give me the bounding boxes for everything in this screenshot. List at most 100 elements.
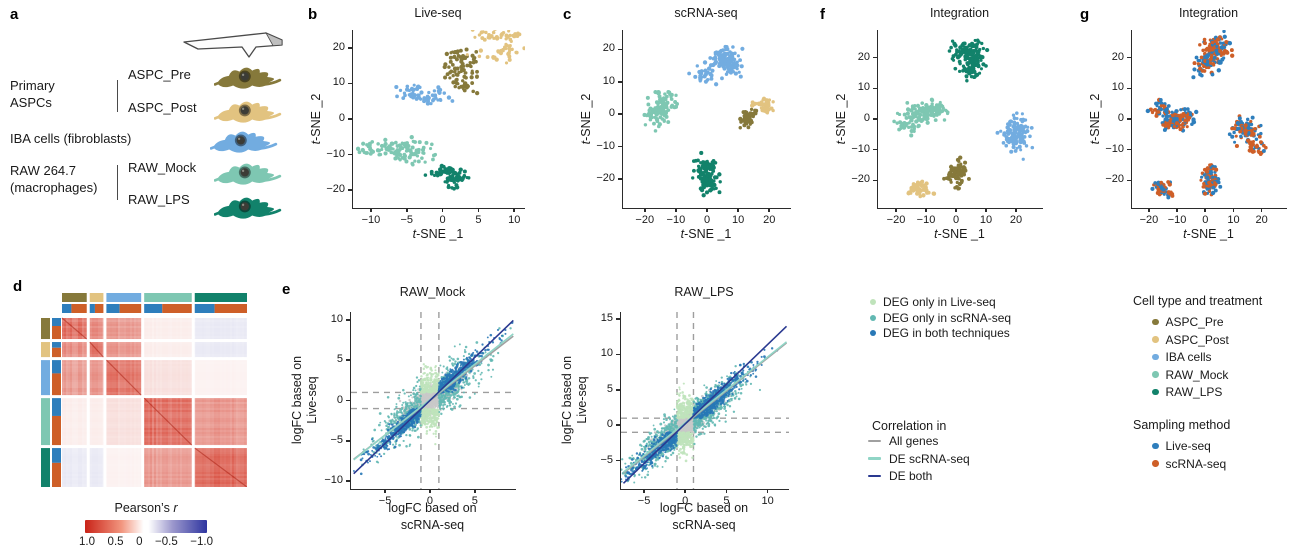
x-tick-mark xyxy=(985,208,987,212)
colorbar-title: Pearson’s r xyxy=(114,501,178,515)
logfc-plot-raw-mock: −5 0 5 −10 −5 0 5 10 xyxy=(324,312,516,507)
cell-icon-iba xyxy=(209,126,278,163)
x-tick-label: 5 xyxy=(475,214,482,226)
x-tick-mark xyxy=(706,208,708,212)
panel-letter-g: g xyxy=(1080,6,1090,23)
legend-item: All genes xyxy=(868,434,938,448)
legend-item: DEG only in Live-seq xyxy=(870,295,996,309)
tsne-plot-integration-f: −20 −10 0 10 20 −20 −10 0 10 20 xyxy=(851,30,1043,226)
x-axis-label-f: t-SNE _1 xyxy=(934,227,985,241)
probe-icon xyxy=(183,32,283,58)
legend-dot xyxy=(1152,388,1159,396)
bracket-aspc xyxy=(117,80,119,112)
x-tick-mark xyxy=(955,208,957,212)
y-tick-label: 5 xyxy=(606,382,613,395)
y-tick-label: 0 xyxy=(608,107,615,120)
colorbar-label: −0.5 xyxy=(155,536,178,548)
x-tick-label: −10 xyxy=(361,214,381,226)
x-tick-label: −5 xyxy=(378,495,392,507)
colorbar-labels: 1.0 0.5 0 −0.5 −1.0 xyxy=(79,536,213,548)
x-tick-mark xyxy=(513,208,516,212)
y-tick-mark xyxy=(618,48,622,51)
correlation-heatmap xyxy=(41,293,247,487)
x-tick-mark xyxy=(675,208,677,212)
group-label-raw264: RAW 264.7 (macrophages) xyxy=(10,163,98,195)
x-tick-label: 10 xyxy=(731,214,745,226)
y-tick-label: −10 xyxy=(326,147,345,160)
legend-label: Live-seq xyxy=(1165,439,1211,453)
group-label-iba-cells: IBA cells (fibroblasts) xyxy=(10,131,132,146)
y-tick-label: 20 xyxy=(1111,50,1124,63)
x-tick-label: −10 xyxy=(916,214,936,226)
legend-line-swatch xyxy=(868,439,881,443)
y-tick-label: 15 xyxy=(600,312,613,325)
legend-dot xyxy=(1152,353,1159,361)
x-tick-label: 5 xyxy=(471,495,478,507)
panel-letter-e: e xyxy=(282,281,291,298)
x-tick-mark xyxy=(1015,208,1017,212)
y-tick-mark xyxy=(348,118,352,120)
y-tick-mark xyxy=(616,389,620,391)
legend-dot xyxy=(1152,318,1159,326)
legend-item: RAW_LPS xyxy=(1152,385,1222,399)
panel-letter-f: f xyxy=(820,6,825,23)
x-tick-label: −5 xyxy=(400,214,414,226)
y-tick-mark xyxy=(618,145,622,148)
legend-label: IBA cells xyxy=(1165,350,1212,364)
x-tick-label: −10 xyxy=(1167,214,1187,226)
legend-label: DEG only in Live-seq xyxy=(883,295,996,309)
y-tick-mark xyxy=(873,179,877,182)
y-tick-label: 10 xyxy=(600,347,613,360)
y-tick-label: −10 xyxy=(1105,142,1124,155)
x-axis-label-e1: logFC based on scRNA-seq xyxy=(388,501,477,532)
y-tick-mark xyxy=(616,459,620,462)
legend-correlation-title: Correlation in xyxy=(872,419,947,433)
legend-dot xyxy=(1152,371,1159,378)
x-tick-label: 0 xyxy=(1202,214,1209,226)
label-raw-mock: RAW_Mock xyxy=(128,160,197,175)
legend-item: Live-seq xyxy=(1152,439,1211,453)
x-tick-mark xyxy=(1204,208,1207,212)
tsne-canvas-c xyxy=(623,30,791,208)
y-tick-label: −10 xyxy=(596,139,615,152)
legend-item: DE both xyxy=(868,469,932,483)
plot-title-integration-f: Integration xyxy=(929,6,990,20)
y-tick-label: −5 xyxy=(600,453,613,466)
label-aspc-post: ASPC_Post xyxy=(128,100,197,115)
legend-item: ASPC_Post xyxy=(1152,333,1229,347)
y-tick-mark xyxy=(346,399,350,402)
y-tick-label: −20 xyxy=(851,173,870,186)
y-tick-label: 10 xyxy=(857,81,870,94)
x-tick-mark xyxy=(925,208,927,212)
label-aspc-pre: ASPC_Pre xyxy=(128,67,191,82)
x-tick-label: 20 xyxy=(1255,214,1268,226)
x-tick-label: −20 xyxy=(886,214,906,226)
y-tick-mark xyxy=(1127,148,1131,151)
legend-dot xyxy=(870,330,876,336)
x-tick-label: 5 xyxy=(723,495,730,507)
legend-label: DEG only in scRNA-seq xyxy=(883,310,1012,325)
legend-dot xyxy=(1152,336,1159,343)
legend-item: scRNA-seq xyxy=(1152,457,1226,471)
y-tick-label: 20 xyxy=(857,50,870,63)
y-tick-label: 10 xyxy=(332,76,345,89)
legend-label: RAW_LPS xyxy=(1165,385,1223,399)
y-tick-mark xyxy=(618,178,622,180)
y-tick-mark xyxy=(618,80,622,83)
colorbar-label: −1.0 xyxy=(190,536,213,548)
y-tick-label: −20 xyxy=(1105,173,1124,186)
legend-dot xyxy=(1152,460,1159,467)
y-tick-label: 10 xyxy=(602,74,615,87)
plot-title-live-seq: Live-seq xyxy=(414,6,462,20)
y-tick-mark xyxy=(616,424,620,427)
x-tick-label: 0 xyxy=(426,495,433,507)
legend-label: RAW_Mock xyxy=(1165,367,1229,382)
y-tick-mark xyxy=(618,113,622,115)
panel-letter-c: c xyxy=(563,6,572,23)
legend-label: DEG in both techniques xyxy=(883,326,1010,340)
legend-dot xyxy=(870,314,876,321)
colorbar-label: 1.0 xyxy=(79,536,95,548)
group-label-primary-aspcs: Primary ASPCs xyxy=(10,78,55,110)
logfc-plot-raw-lps: −5 0 5 10 −5 0 5 10 15 xyxy=(600,312,789,507)
